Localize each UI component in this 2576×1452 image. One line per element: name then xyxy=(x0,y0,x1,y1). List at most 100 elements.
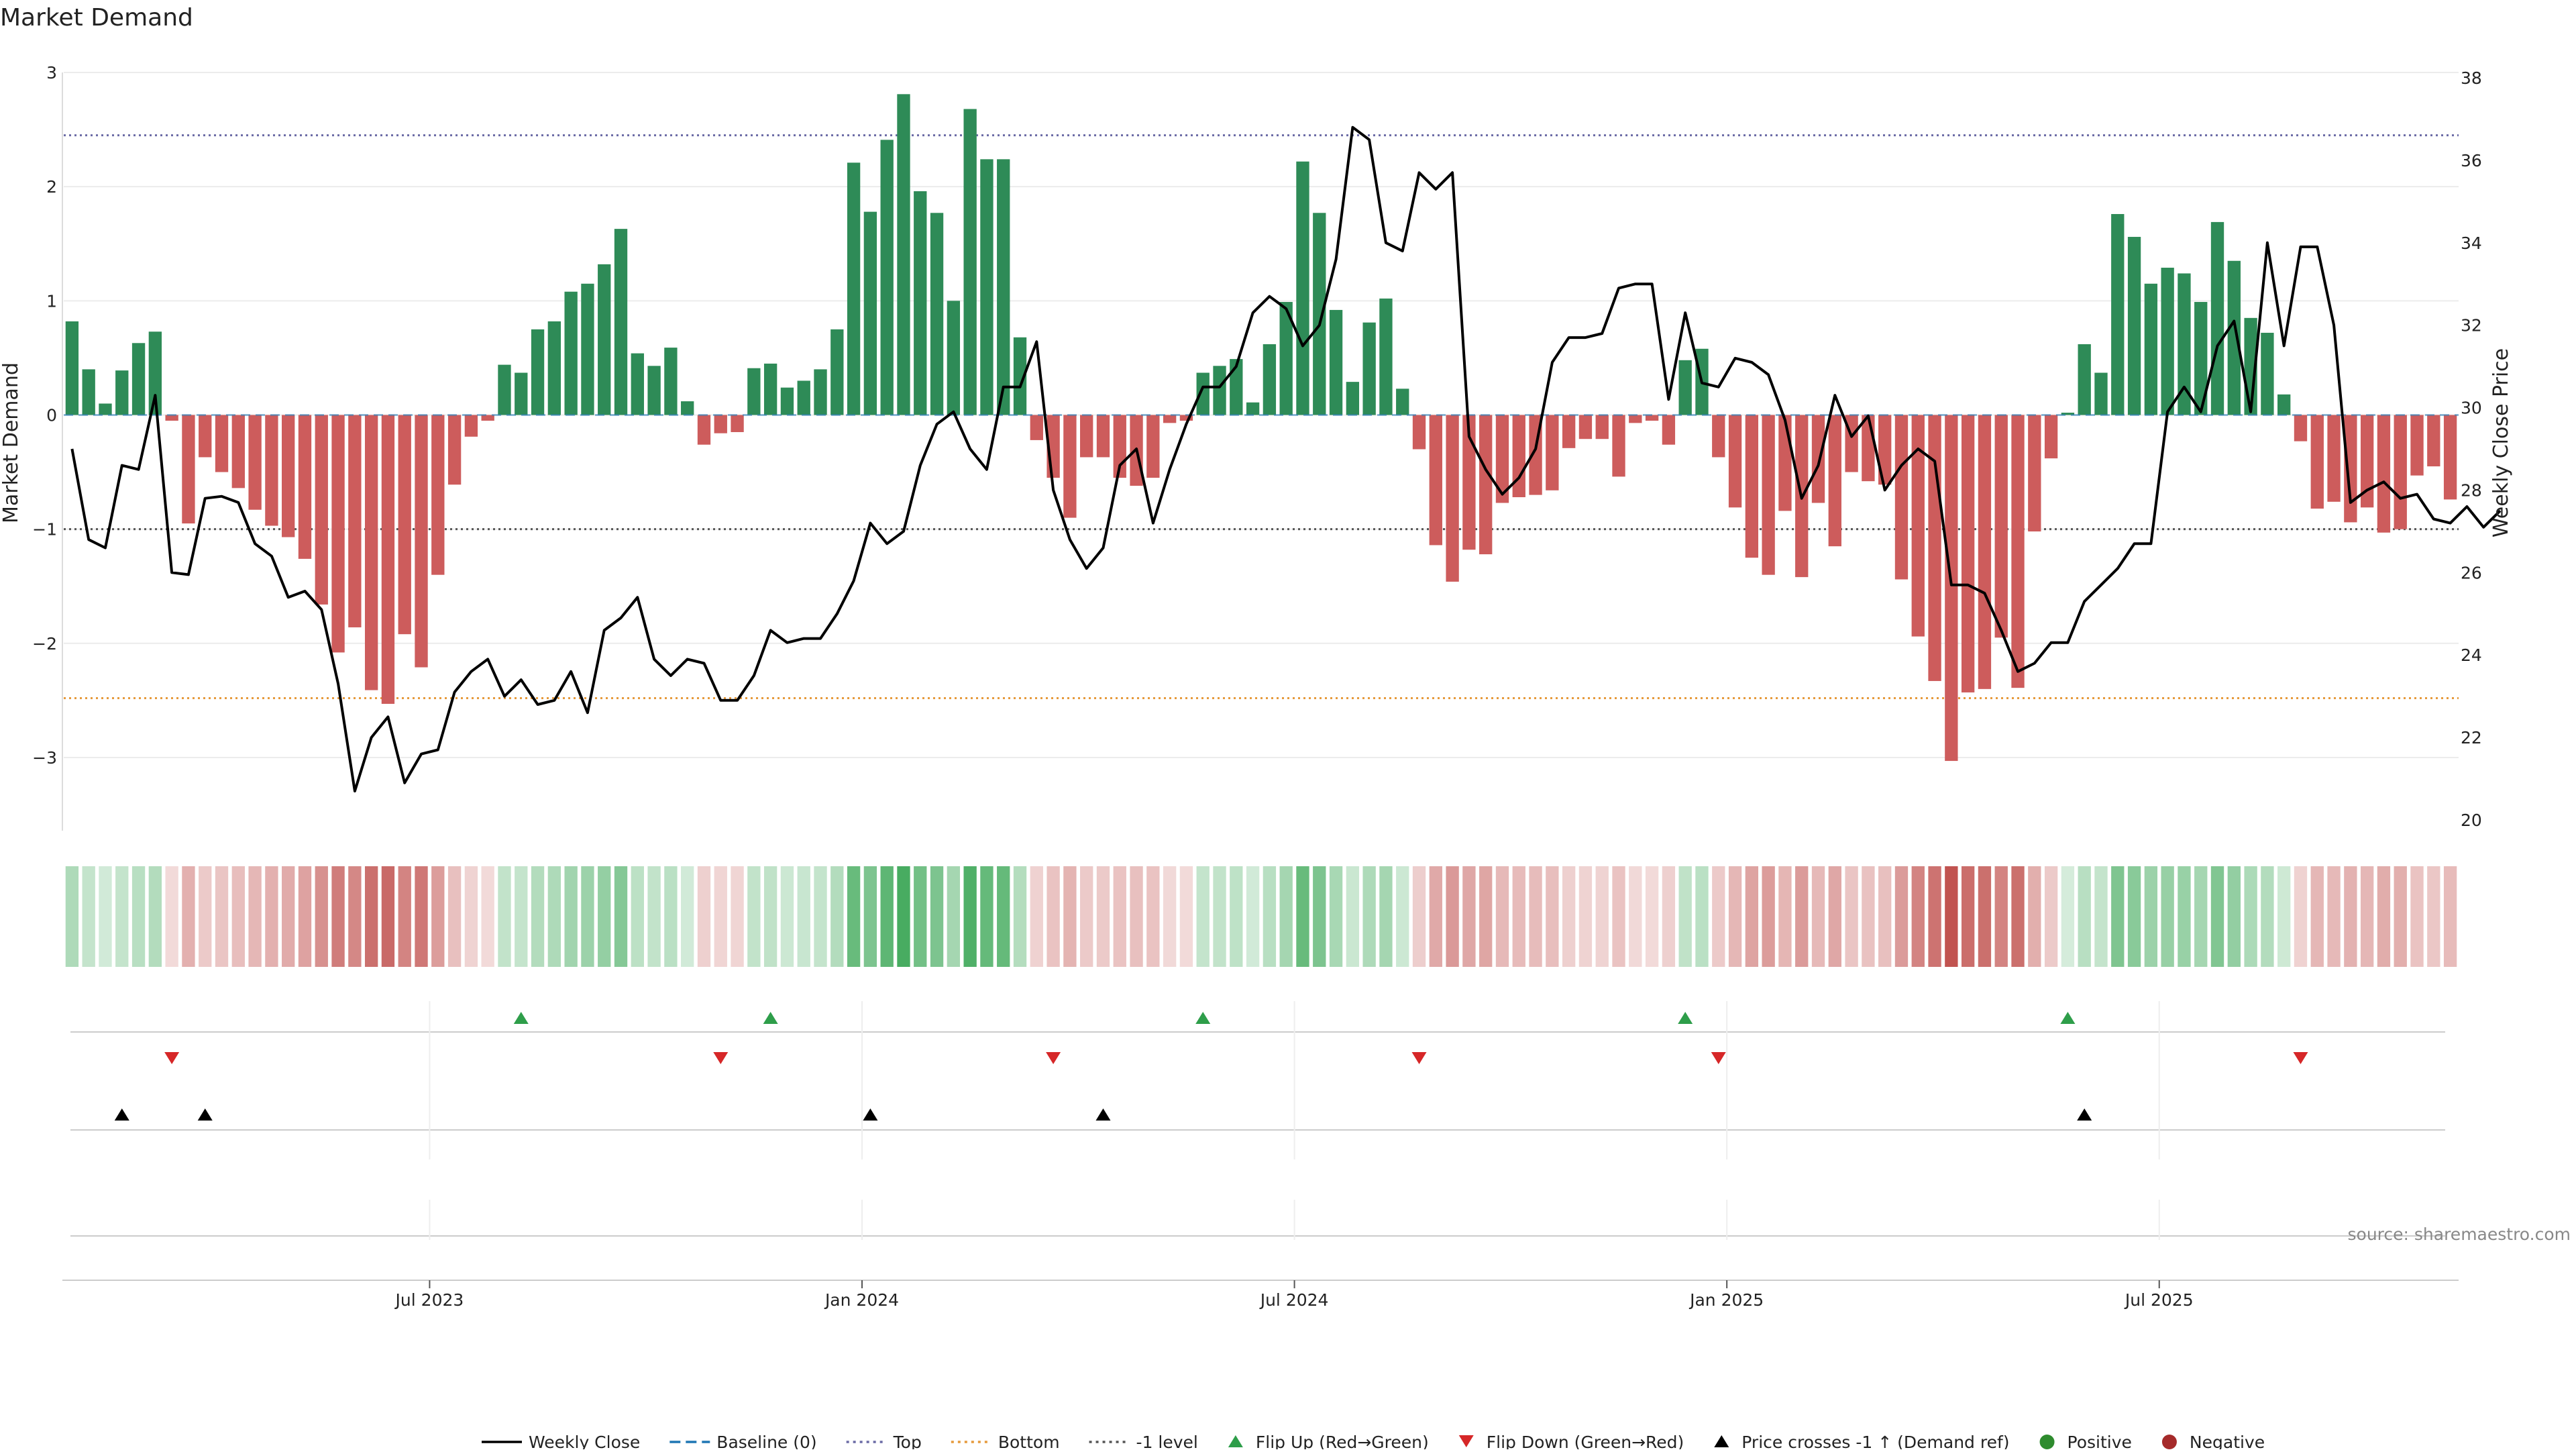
demand-bar xyxy=(1629,415,1642,423)
price-cross-marker xyxy=(2077,1108,2092,1121)
reference-lines xyxy=(64,134,2459,699)
demand-bar xyxy=(1712,415,1725,458)
demand-bar xyxy=(2277,394,2291,415)
demand-bar xyxy=(2410,415,2424,476)
strip-cell xyxy=(1446,866,1459,967)
strip-cell xyxy=(364,866,378,967)
demand-bar xyxy=(1578,415,1593,439)
price-cross-marker xyxy=(1095,1108,1111,1121)
strip-cell xyxy=(2360,866,2374,967)
demand-bar xyxy=(1063,415,1077,518)
demand-bar xyxy=(947,301,961,415)
demand-bar xyxy=(1595,415,1609,439)
demand-bar xyxy=(1030,415,1043,440)
strip-cell xyxy=(2261,866,2274,967)
demand-bar xyxy=(1379,298,1393,415)
strip-cell xyxy=(1595,866,1609,967)
demand-bar xyxy=(880,140,894,415)
demand-bar xyxy=(165,415,178,421)
strip-cell xyxy=(82,866,95,967)
demand-bar xyxy=(1828,415,1841,547)
strip-cell xyxy=(65,866,79,967)
legend-label: Top xyxy=(893,1433,922,1449)
demand-bar xyxy=(1346,382,1360,415)
demand-bar xyxy=(914,191,927,415)
legend-label: Bottom xyxy=(998,1433,1060,1449)
demand-bar xyxy=(1362,322,1376,415)
demand-bar xyxy=(814,369,827,415)
demand-bar xyxy=(1961,415,1975,692)
strip-cell xyxy=(1246,866,1260,967)
demand-bar xyxy=(1546,415,1559,490)
right-tick-label: 20 xyxy=(2461,811,2482,830)
strip-cell xyxy=(1179,866,1193,967)
x-tick-label: Jan 2024 xyxy=(824,1290,899,1310)
strip-cell xyxy=(1130,866,1143,967)
demand-bar xyxy=(215,415,229,472)
demand-bar xyxy=(780,387,794,415)
strip-cell xyxy=(963,866,977,967)
demand-bar xyxy=(1230,359,1243,415)
right-tick-label: 32 xyxy=(2461,316,2482,335)
flip-down-marker xyxy=(1711,1052,1726,1064)
strip-cell xyxy=(598,866,611,967)
strip-cell xyxy=(1978,866,1992,967)
strip-cell xyxy=(780,866,794,967)
strip-cell xyxy=(1512,866,1525,967)
demand-bar xyxy=(997,159,1010,415)
left-tick-label: 3 xyxy=(46,63,57,83)
demand-bar xyxy=(415,415,428,668)
right-tick-label: 38 xyxy=(2461,68,2482,88)
demand-bar xyxy=(2360,415,2374,508)
strip-cell xyxy=(2078,866,2091,967)
strip-cell xyxy=(1379,866,1393,967)
strip-cell xyxy=(464,866,478,967)
demand-bar xyxy=(1296,161,1309,415)
x-tick-label: Jan 2025 xyxy=(1688,1290,1764,1310)
strip-cell xyxy=(2111,866,2125,967)
strip-cell xyxy=(1296,866,1309,967)
strip-cell xyxy=(2410,866,2424,967)
x-tick-label: Jul 2023 xyxy=(394,1290,464,1310)
demand-bar xyxy=(1645,415,1659,421)
strip-cell xyxy=(1113,866,1126,967)
strip-cell xyxy=(248,866,262,967)
flip-up-marker xyxy=(1678,1012,1693,1024)
legend-label: -1 level xyxy=(1136,1433,1198,1449)
strip-cell xyxy=(1279,866,1293,967)
legend: Weekly Close Baseline (0) Top Bottom -1 leve… xyxy=(482,1433,2265,1452)
demand-bar xyxy=(863,211,877,415)
legend-label: Flip Down (Green→Red) xyxy=(1487,1433,1684,1449)
weekly-close-line xyxy=(70,125,2502,792)
strip-cell xyxy=(2227,866,2241,967)
legend-swatch xyxy=(2039,1435,2055,1449)
strip-cell xyxy=(2210,866,2224,967)
demand-bar xyxy=(830,329,844,415)
demand-bar xyxy=(697,415,711,445)
demand-bar xyxy=(731,415,744,432)
demand-bar xyxy=(2194,302,2208,415)
demand-bar xyxy=(647,366,661,415)
legend-label: Weekly Close xyxy=(529,1433,640,1449)
demand-bar xyxy=(1213,366,1226,415)
demand-bar xyxy=(148,331,162,415)
demand-bar xyxy=(2377,415,2391,533)
demand-bar xyxy=(1894,415,1909,580)
strip-cell xyxy=(2377,866,2391,967)
strip-cell xyxy=(1263,866,1277,967)
left-axis-ticks: 3 2 1 0 −1 −2 −3 xyxy=(32,63,57,768)
strip-cell xyxy=(681,866,694,967)
strip-cell xyxy=(1562,866,1576,967)
strip-cell xyxy=(581,866,594,967)
strip-cell xyxy=(1462,866,1476,967)
strip-cell xyxy=(1213,866,1226,967)
strip-cell xyxy=(2277,866,2291,967)
strip-cell xyxy=(1479,866,1493,967)
demand-bar xyxy=(2178,273,2191,415)
strip-cell xyxy=(947,866,961,967)
demand-bar xyxy=(1678,360,1692,415)
demand-bar xyxy=(498,364,511,415)
strip-cell xyxy=(282,866,295,967)
strip-cell xyxy=(930,866,944,967)
